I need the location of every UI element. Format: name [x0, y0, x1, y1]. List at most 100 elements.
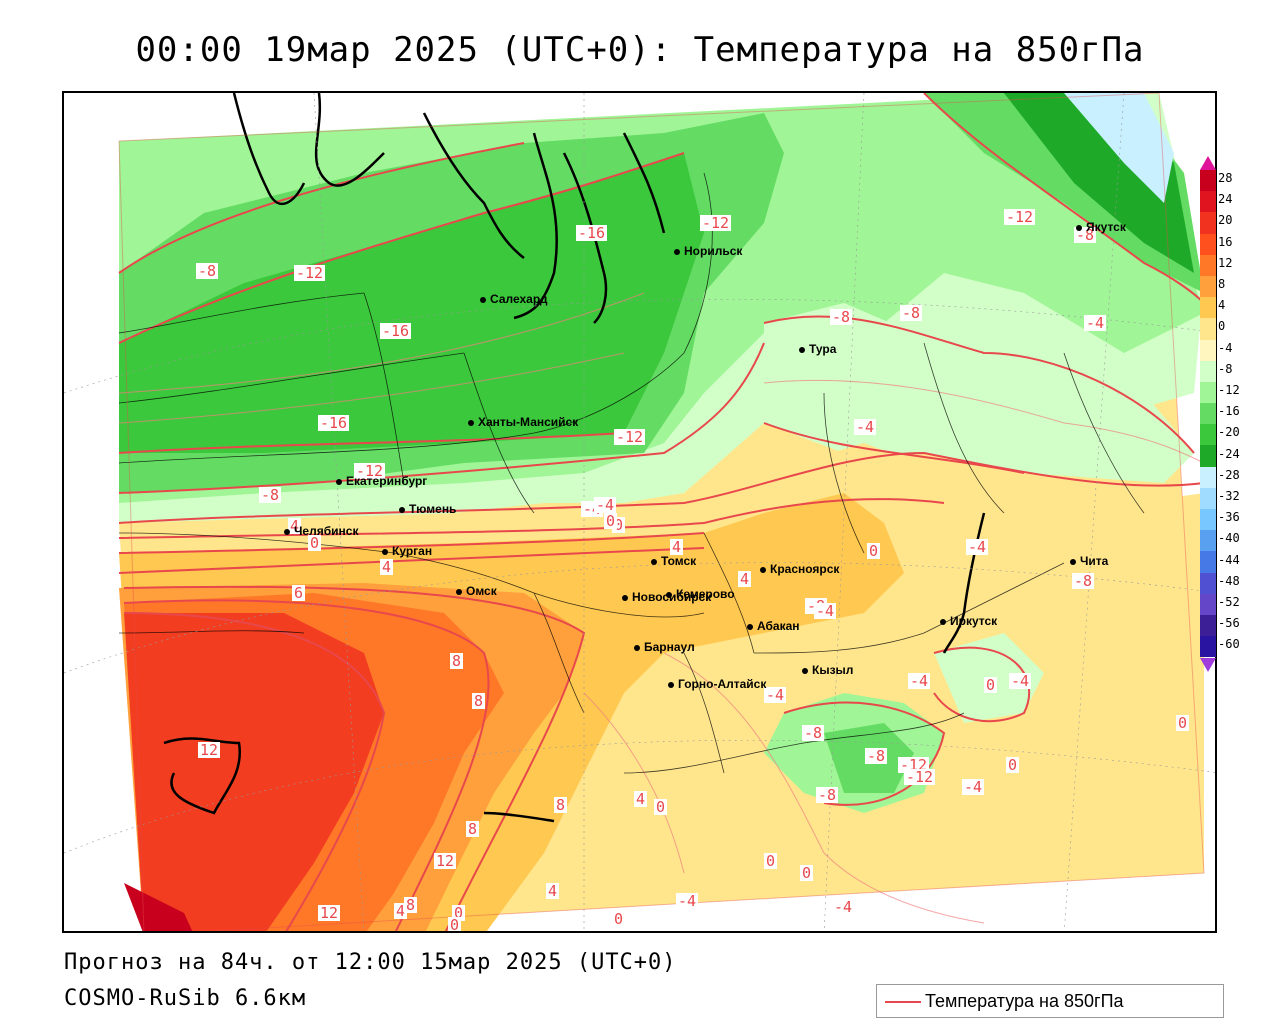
- isotherm-label: -4: [962, 778, 985, 796]
- isotherm-label: -4: [966, 538, 989, 556]
- colorbar-tick: -36: [1218, 510, 1240, 525]
- city-dot-icon: [456, 588, 462, 595]
- isotherm-label: 8: [554, 796, 568, 814]
- isotherm-label: 0: [604, 512, 618, 530]
- city-name: Барнаул: [644, 640, 695, 654]
- model-name: COSMO-RuSib 6.6км: [64, 986, 307, 1011]
- colorbar-tick: 24: [1218, 192, 1233, 207]
- isotherm-label: -12: [700, 214, 732, 232]
- colorbar-tick: -48: [1218, 573, 1240, 588]
- isotherm-label: 4: [634, 790, 648, 808]
- isotherm-label: 0: [654, 798, 668, 816]
- city-label: Норильск: [674, 245, 742, 257]
- isotherm-label: 8: [450, 652, 464, 670]
- isotherm-label: -8: [259, 486, 282, 504]
- isotherm-label: -8: [865, 747, 888, 765]
- isotherm-label: 12: [318, 904, 341, 922]
- city-name: Омск: [466, 584, 497, 598]
- isotherm-label: 4: [738, 570, 752, 588]
- colorbar-segment: [1200, 636, 1216, 658]
- isotherm-label: -8: [900, 304, 923, 322]
- colorbar-segment: [1200, 509, 1216, 531]
- city-label: Омск: [456, 585, 497, 597]
- isotherm-label: 8: [404, 896, 418, 914]
- isotherm-label: 6: [292, 584, 306, 602]
- zone-ne-cold: [1064, 93, 1174, 203]
- city-name: Томск: [661, 554, 697, 568]
- city-label: Абакан: [747, 620, 800, 632]
- isotherm-label: 0: [984, 676, 998, 694]
- isotherm-label: -12: [904, 768, 936, 786]
- isotherm-label: -8: [196, 262, 219, 280]
- isotherm-label: -12: [294, 264, 326, 282]
- colorbar-tick: -32: [1218, 489, 1240, 503]
- city-label: Иркутск: [940, 615, 997, 627]
- colorbar-segment: [1200, 318, 1216, 340]
- isotherm-label: 0: [612, 910, 626, 928]
- colorbar-segment: [1200, 297, 1216, 319]
- isotherm-label: -4: [594, 496, 617, 514]
- city-name: Челябинск: [294, 524, 359, 538]
- isotherm-label: 12: [434, 852, 457, 870]
- isotherm-label: -4: [854, 418, 877, 436]
- colorbar-top-arrow: [1200, 156, 1216, 170]
- colorbar-segment: [1200, 466, 1216, 488]
- city-dot-icon: [760, 566, 766, 573]
- city-label: Тура: [799, 343, 836, 355]
- city-label: Красноярск: [760, 563, 839, 575]
- colorbar-tick: 0: [1218, 319, 1226, 334]
- colorbar-segment: [1200, 170, 1216, 192]
- city-label: Новосибирск: [622, 591, 711, 603]
- city-label: Салехард: [480, 293, 547, 305]
- colorbar-tick: -40: [1218, 531, 1240, 546]
- city-label: Чита: [1070, 555, 1108, 567]
- colorbar-tick: -56: [1218, 616, 1240, 631]
- isotherm-label: 0: [764, 852, 778, 870]
- city-dot-icon: [747, 623, 753, 630]
- isotherm-label: -8: [1074, 226, 1097, 244]
- city-label: Ханты-Мансийск: [468, 416, 578, 428]
- city-name: Ханты-Мансийск: [478, 415, 579, 429]
- zone-tura: [764, 303, 1194, 483]
- isotherm-label: -16: [318, 414, 350, 432]
- city-dot-icon: [1070, 558, 1076, 565]
- colorbar-tick: -24: [1218, 446, 1240, 461]
- map-panel[interactable]: -8 -12 -16 -12 -16 -16 -12 -8 -12 -12 -8 -8 -8 -4 -8 -4…: [62, 91, 1217, 933]
- city-label: Кызыл: [802, 664, 853, 676]
- isotherm-label: 0: [800, 864, 814, 882]
- isotherm-label: -8: [802, 724, 825, 742]
- isotherm-label: -4: [1009, 672, 1032, 690]
- colorbar-segment: [1200, 275, 1216, 298]
- isotherm-label: 4: [288, 517, 302, 535]
- colorbar-segment: [1200, 572, 1216, 594]
- colorbar: [1200, 170, 1216, 658]
- map-title: 00:00 19мар 2025 (UTC+0): Температура на…: [135, 30, 1145, 70]
- isotherm-label: -8: [830, 308, 853, 326]
- colorbar-tick: -4: [1218, 340, 1233, 355]
- isotherm-label: -4: [764, 686, 787, 704]
- zone-plus-16: [124, 613, 384, 931]
- city-name: Красноярск: [770, 562, 840, 576]
- city-dot-icon: [382, 548, 388, 555]
- isotherms: [118, 93, 1205, 931]
- isotherm-label: 4: [394, 902, 408, 920]
- city-dot-icon: [940, 618, 946, 625]
- colorbar-tick: 4: [1218, 298, 1226, 313]
- city-dot-icon: [802, 667, 808, 674]
- colorbar-tick: 8: [1218, 277, 1226, 291]
- isotherm-label: 4: [546, 882, 560, 900]
- legend-box: Температура на 850гПа: [876, 984, 1224, 1018]
- city-name: Иркутск: [950, 614, 998, 628]
- isotherm-label: -4: [1084, 314, 1107, 332]
- city-name: Курган: [392, 544, 433, 558]
- isotherm-label: -4: [676, 892, 699, 910]
- city-name: Якутск: [1086, 220, 1126, 234]
- city-name: Новосибирск: [632, 590, 712, 604]
- isotherm-label: 0: [867, 542, 881, 560]
- colorbar-tick: 20: [1218, 213, 1233, 228]
- city-label: Тюмень: [399, 503, 456, 515]
- city-dot-icon: [336, 478, 342, 485]
- legend-label: Температура на 850гПа: [925, 991, 1124, 1011]
- colorbar-segment: [1200, 593, 1216, 615]
- region-borders: [118, 172, 1145, 774]
